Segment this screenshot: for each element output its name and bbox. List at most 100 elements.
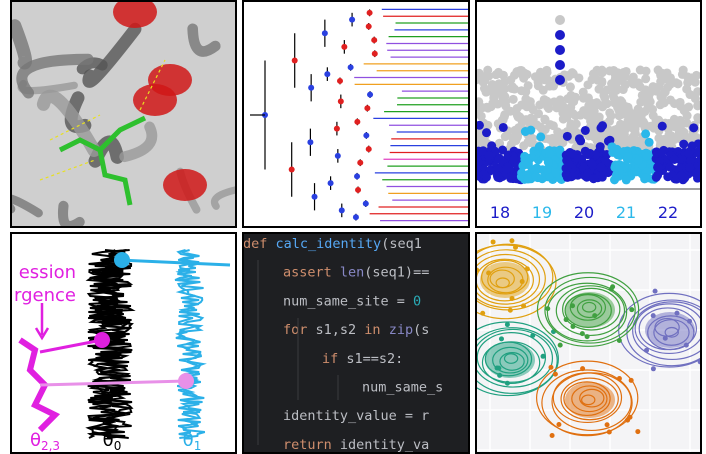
dot xyxy=(496,366,501,371)
node xyxy=(328,180,334,186)
dot xyxy=(570,324,575,329)
dot xyxy=(565,148,574,157)
code-token: in xyxy=(364,322,388,338)
code-token: def xyxy=(243,236,276,252)
dot xyxy=(605,66,614,75)
dot xyxy=(624,106,633,115)
dot xyxy=(615,166,624,175)
node xyxy=(371,37,377,43)
dot xyxy=(613,68,622,77)
dot xyxy=(592,313,597,318)
dot xyxy=(643,152,652,161)
dot xyxy=(550,433,555,438)
dot xyxy=(673,133,682,142)
dot xyxy=(634,105,643,114)
dot xyxy=(531,164,540,173)
dot xyxy=(581,126,590,135)
subscript: 0 xyxy=(114,439,122,453)
dot xyxy=(665,133,674,142)
dot xyxy=(521,303,526,308)
dot xyxy=(555,30,565,40)
dot xyxy=(543,75,552,84)
dot xyxy=(644,348,649,353)
dot xyxy=(689,123,698,132)
symbol: θ xyxy=(183,430,194,451)
code-token: for xyxy=(283,322,316,338)
node xyxy=(307,139,313,145)
dot xyxy=(510,296,515,301)
code-token: calc_identity xyxy=(276,236,382,252)
node xyxy=(366,146,372,152)
code-line: assert len(seq1)== xyxy=(283,265,429,281)
node xyxy=(353,214,359,220)
dot xyxy=(521,127,530,136)
dot xyxy=(502,165,511,174)
chromosome-label: 18 xyxy=(490,203,510,222)
node xyxy=(337,78,343,84)
node xyxy=(308,85,314,91)
dot xyxy=(580,366,585,371)
dot xyxy=(679,140,688,149)
dot xyxy=(562,105,571,114)
dot xyxy=(528,134,537,143)
dot xyxy=(641,173,650,182)
dot xyxy=(635,429,640,434)
dot xyxy=(509,155,518,164)
dot xyxy=(508,308,513,313)
dot xyxy=(663,83,672,92)
dot xyxy=(555,45,565,55)
dot xyxy=(531,72,540,81)
node xyxy=(292,58,298,64)
dot xyxy=(515,112,524,121)
annotation: rgence xyxy=(14,285,76,306)
dot xyxy=(628,415,633,420)
dot xyxy=(486,270,491,275)
dot xyxy=(548,365,553,370)
dot xyxy=(585,334,590,339)
dot xyxy=(580,331,585,336)
chromosome-label: 20 xyxy=(574,203,594,222)
dot xyxy=(663,336,668,341)
code-token: (s xyxy=(413,322,429,338)
dot xyxy=(634,156,643,165)
dot xyxy=(670,99,679,108)
symbol: θ xyxy=(103,430,114,451)
code-token: s1==s2: xyxy=(346,351,403,367)
dot xyxy=(658,122,667,131)
dot xyxy=(631,125,640,134)
manhattan-panel: 1819202122 xyxy=(472,1,706,227)
dot xyxy=(499,336,504,341)
dot xyxy=(652,87,661,96)
dot xyxy=(641,74,650,83)
dot xyxy=(674,311,679,316)
dot xyxy=(517,86,526,95)
node xyxy=(367,10,373,16)
chromosome-label: 22 xyxy=(658,203,678,222)
node xyxy=(372,51,378,57)
dot xyxy=(500,110,509,119)
code-token: zip xyxy=(389,322,413,338)
node xyxy=(338,98,344,104)
dot xyxy=(590,102,599,111)
dot xyxy=(492,89,501,98)
dot xyxy=(556,138,565,147)
dot xyxy=(501,102,510,111)
node xyxy=(366,23,372,29)
code-token: 0 xyxy=(413,293,421,309)
node xyxy=(354,173,360,179)
code-token: identity_va xyxy=(340,437,429,453)
density-panel xyxy=(455,233,706,454)
dot xyxy=(666,73,675,82)
dot xyxy=(501,132,510,141)
dot xyxy=(583,80,592,89)
dot xyxy=(651,366,656,371)
code-token: num_same_site = xyxy=(283,293,413,309)
dot xyxy=(666,163,675,172)
dot xyxy=(652,173,661,182)
dot xyxy=(576,111,585,120)
dot xyxy=(485,151,494,160)
code-line: for s1,s2 in zip(s xyxy=(283,322,429,338)
dot xyxy=(520,279,525,284)
dot xyxy=(629,378,634,383)
dot xyxy=(684,102,693,111)
